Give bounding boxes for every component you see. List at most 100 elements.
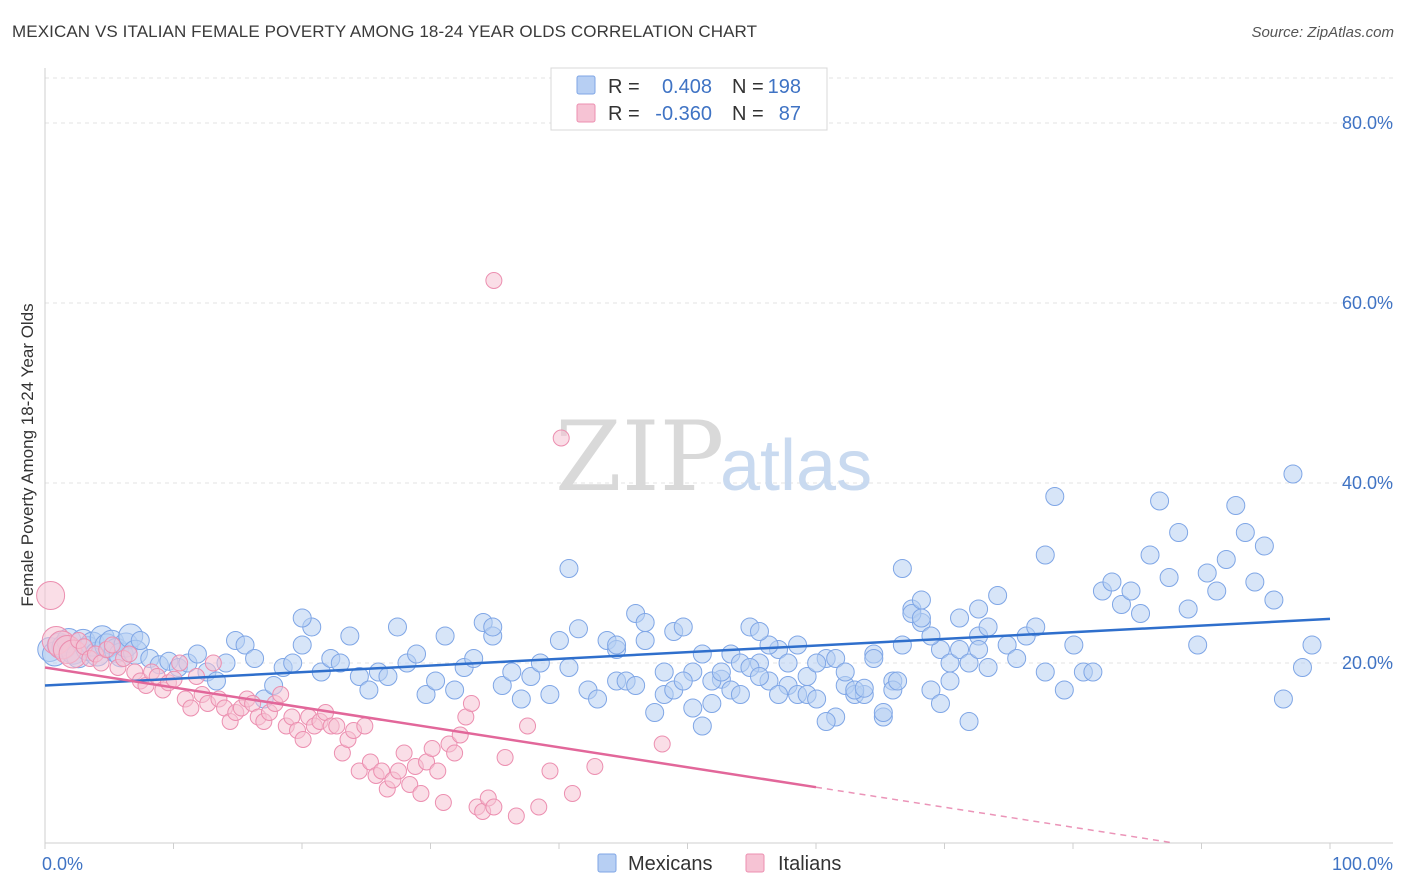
mexicans-point (521, 667, 541, 686)
mexicans-point (988, 586, 1008, 605)
mexicans-point (426, 671, 446, 691)
mexicans-point (797, 667, 817, 686)
mexicans-point (654, 662, 674, 682)
italians-point (328, 717, 346, 735)
mexicans-point (892, 635, 912, 655)
mexicans-point (1111, 595, 1131, 614)
italians-n-value: 87 (779, 103, 801, 125)
mexicans-point (1273, 689, 1293, 709)
mexicans-point (1140, 545, 1160, 565)
mexicans-point (1245, 572, 1265, 592)
mexicans-point (540, 685, 560, 704)
trend-lines (44, 617, 1331, 844)
x-tick-label-start: 0.0% (42, 854, 83, 874)
italians-point (350, 762, 368, 780)
italians-point (294, 731, 312, 748)
italians-point (182, 699, 200, 717)
mexicans-point (959, 712, 979, 731)
legend-italians-swatch (745, 853, 765, 873)
mexicans-point (978, 617, 998, 637)
mexicans-point (911, 590, 931, 610)
mexicans-point (1121, 581, 1141, 601)
y-tick-labels: 20.0% 40.0% 60.0% 80.0% (1342, 113, 1393, 673)
mexicans-point (1292, 658, 1312, 677)
mexicans-point (292, 608, 312, 628)
italians-point (563, 785, 581, 802)
mexicans-point (807, 653, 827, 673)
mexicans-swatch (576, 75, 596, 95)
source-label: Source: ZipAtlas.com (1251, 24, 1394, 41)
mexicans-point (835, 662, 855, 682)
mexicans-point (559, 559, 579, 578)
italians-point (462, 695, 480, 712)
mexicans-point (1197, 563, 1217, 583)
mexicans-point (549, 631, 569, 650)
mexicans-point (483, 617, 503, 637)
mexicans-point (816, 712, 836, 731)
italians-point (395, 744, 413, 762)
mexicans-point (1283, 464, 1303, 484)
mexicans-point (340, 626, 360, 646)
y-axis-label: Female Poverty Among 18-24 Year Olds (18, 303, 37, 606)
mexicans-point (645, 703, 665, 722)
mexicans-point (187, 644, 207, 664)
mexicans-point (1035, 662, 1055, 682)
mexicans-point (206, 671, 226, 691)
italians-point (401, 776, 419, 793)
italians-point (373, 762, 391, 780)
y-tick-label: 40.0% (1342, 473, 1393, 493)
grid-lines (45, 77, 1393, 664)
mexicans-point (1264, 590, 1284, 610)
mexicans-point (673, 617, 693, 637)
mexicans-point (778, 653, 798, 673)
mexicans-point (416, 685, 436, 704)
mexicans-point (1083, 662, 1103, 682)
mexicans-point (888, 671, 908, 691)
italians-point (519, 717, 537, 735)
italians-point (552, 429, 570, 447)
mexicans-point (407, 644, 427, 664)
mexicans-point (730, 685, 750, 704)
mexicans-r-value: 0.408 (662, 76, 712, 98)
italians-point (272, 686, 290, 703)
italians-point (429, 762, 447, 780)
italians-point (423, 740, 441, 757)
mexicans-point (568, 619, 588, 639)
y-tick-label: 80.0% (1342, 113, 1393, 133)
italians-point (120, 645, 138, 663)
italians-trend-line (44, 666, 817, 789)
mexicans-point (930, 640, 950, 659)
stats-legend: R = 0.408 N = 198 R = -0.360 N = 87 (550, 67, 828, 131)
axes (44, 68, 1393, 849)
y-tick-label: 20.0% (1342, 653, 1393, 673)
italians-trend-line-extension (815, 786, 1175, 844)
mexicans-point (1216, 550, 1236, 569)
mexicans-point (502, 662, 522, 682)
mexicans-point (1169, 523, 1189, 542)
mexicans-point (635, 613, 655, 632)
legend-mexicans-label: Mexicans (628, 853, 712, 875)
mexicans-point (873, 703, 893, 722)
mexicans-point (911, 608, 931, 628)
mexicans-point (692, 644, 712, 664)
mexicans-point (1178, 599, 1198, 619)
mexicans-point (387, 617, 407, 637)
italians-point (103, 636, 121, 654)
mexicans-point (559, 658, 579, 677)
mexicans-point (854, 678, 874, 698)
mexicans-point (245, 649, 265, 668)
mexicans-point (1045, 487, 1065, 506)
mexicans-point (1150, 491, 1170, 511)
mexicans-point (930, 694, 950, 713)
mexicans-point (1302, 635, 1322, 655)
watermark: ZIP atlas (555, 401, 872, 513)
mexicans-point (692, 716, 712, 736)
italians-point (356, 717, 374, 735)
mexicans-point (749, 667, 769, 686)
italians-point (171, 654, 189, 672)
mexicans-point (1159, 568, 1179, 587)
mexicans-point (349, 667, 369, 686)
series-legend: Mexicans Italians (597, 853, 841, 875)
mexicans-point (607, 635, 627, 655)
mexicans-point (769, 685, 789, 704)
